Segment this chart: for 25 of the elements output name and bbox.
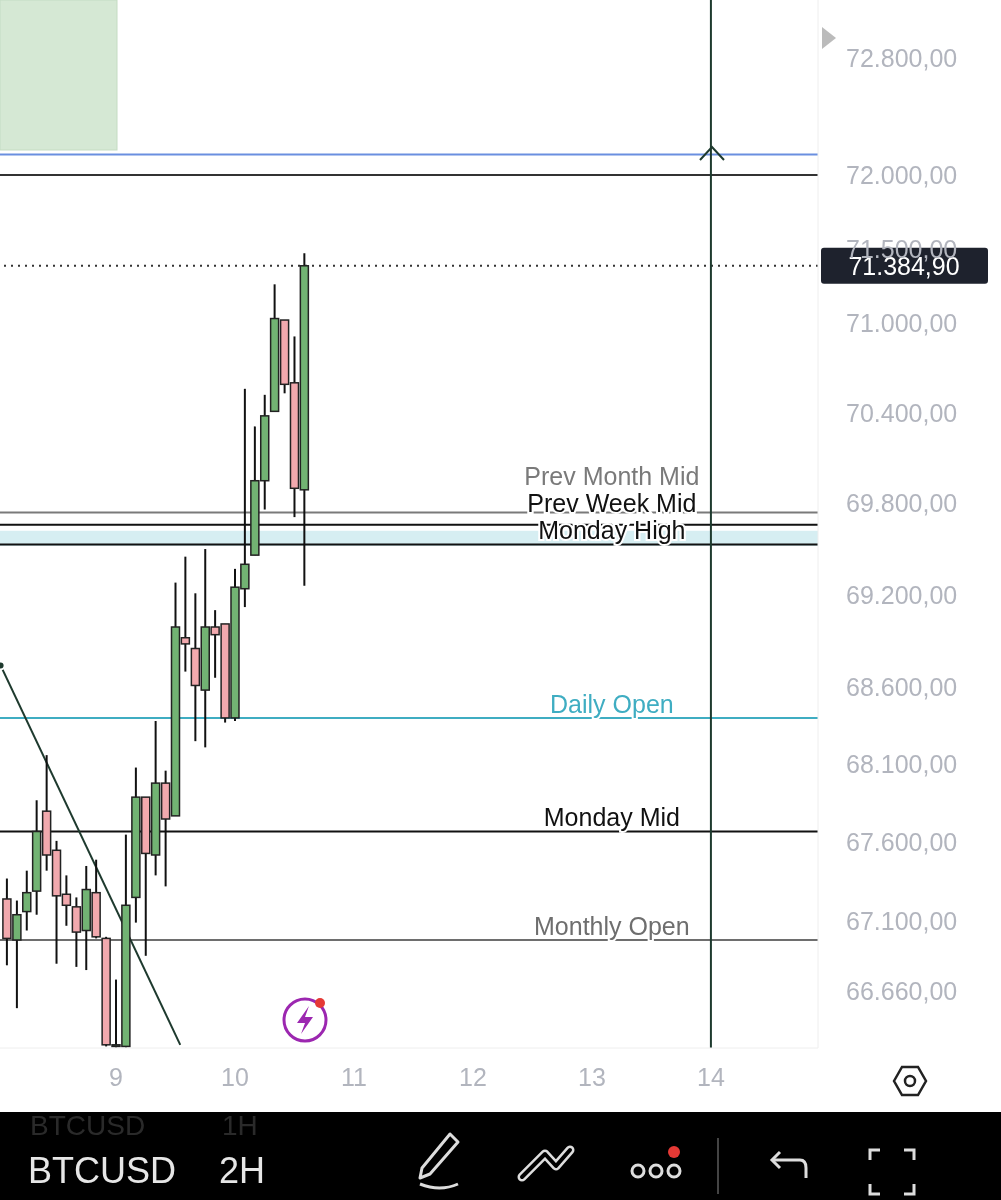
y-tick-label: 69.200,00 — [846, 580, 958, 609]
x-tick-label: 9 — [109, 1062, 123, 1091]
y-tick-label: 72.800,00 — [846, 43, 958, 72]
x-tick-label: 14 — [697, 1062, 725, 1091]
y-tick-label: 70.400,00 — [846, 398, 958, 427]
x-tick-label: 12 — [459, 1062, 487, 1091]
y-tick-label: 71.000,00 — [846, 308, 958, 337]
x-tick-label: 11 — [340, 1062, 367, 1091]
y-tick-label: 68.100,00 — [846, 750, 958, 779]
y-tick-label: 69.800,00 — [846, 489, 958, 518]
y-tick-label: 72.000,00 — [846, 160, 958, 189]
ref-line-label: Monday Mid — [543, 803, 680, 832]
text: BTCUSD — [28, 1150, 177, 1192]
ref-line-label: Prev Month Mid — [524, 462, 700, 491]
candlestick — [22, 869, 32, 932]
ref-line-label: Daily Open — [550, 689, 674, 718]
ref-line-label: Prev Week Mid — [527, 489, 697, 518]
y-tick-label: 67.100,00 — [846, 906, 958, 935]
ref-line-label: Monthly Open — [534, 911, 690, 940]
y-tick-label: 68.600,00 — [846, 672, 958, 701]
x-tick-label: 13 — [578, 1062, 606, 1091]
y-tick-label: 67.600,00 — [846, 828, 958, 857]
x-tick-label: 10 — [221, 1062, 249, 1091]
text: 2H — [219, 1150, 266, 1192]
y-tick-label: 66.660,00 — [846, 976, 958, 1005]
